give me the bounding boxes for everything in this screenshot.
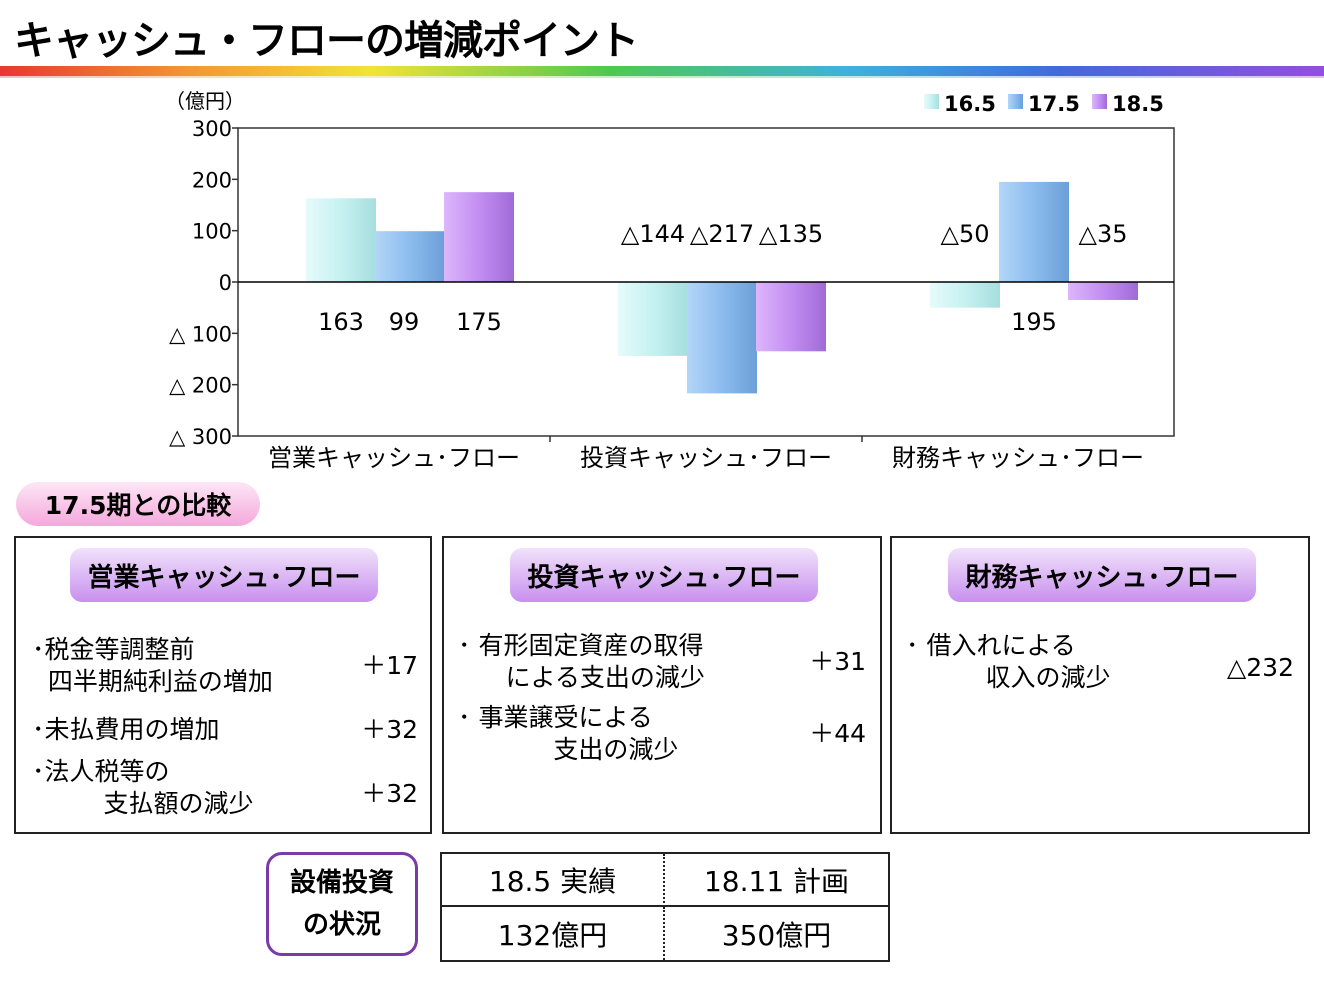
capex-header-actual: 18.5 実績 — [442, 854, 665, 907]
capex-table: 18.5 実績 18.11 計画 132億円 350億円 — [440, 852, 890, 962]
y-tick-label: △ 300 — [169, 425, 232, 449]
data-label: △217 — [690, 220, 754, 248]
investing-item-1: ･ 有形固定資産の取得 による支出の減少 — [458, 631, 705, 692]
data-label: 99 — [389, 308, 420, 336]
capex-value-plan: 350億円 — [721, 918, 832, 952]
operating-cf-box: 営業キャッシュ･フロー ･税金等調整前 四半期純利益の増加 ＋17 ･未払費用の… — [14, 536, 432, 834]
bar — [306, 198, 376, 282]
operating-item-2-value: ＋32 — [361, 715, 418, 744]
comparison-label: 17.5期との比較 — [16, 482, 260, 526]
operating-item-1-value: ＋17 — [361, 651, 418, 680]
operating-item-3: ･法人税等の 支払額の減少 — [32, 757, 254, 818]
operating-item-1: ･税金等調整前 四半期純利益の増加 — [32, 635, 273, 696]
title-rainbow-divider-soft — [0, 76, 1324, 78]
capex-label-line2: の状況 — [302, 910, 381, 940]
bar — [375, 231, 445, 282]
bar — [444, 192, 514, 282]
y-unit-label: （億円） — [165, 89, 245, 113]
bar — [756, 282, 826, 352]
financing-item-1-value: △232 — [1227, 653, 1294, 682]
bar — [930, 282, 1000, 308]
cash-flow-bar-chart: 300 200 100 0 △ 100 △ 200 △ 300 （億円） 163 99 175 営業キ… — [165, 89, 1175, 472]
page-title: キャッシュ・フローの増減ポイント — [14, 18, 639, 64]
x-category-label: 営業キャッシュ･フロー — [268, 444, 520, 472]
x-category-label: 財務キャッシュ･フロー — [892, 444, 1144, 472]
operating-item-3-value: ＋32 — [361, 779, 418, 808]
data-label: △50 — [941, 220, 990, 248]
legend-label: 17.5 — [1028, 92, 1080, 116]
legend-swatch — [1092, 94, 1107, 109]
data-label: △35 — [1079, 220, 1128, 248]
bar — [618, 282, 688, 356]
data-label: 163 — [318, 308, 364, 336]
financing-cf-box: 財務キャッシュ･フロー ･ 借入れによる 収入の減少 △232 — [890, 536, 1310, 834]
legend-swatch — [924, 94, 939, 109]
x-category-label: 投資キャッシュ･フロー — [580, 444, 832, 472]
legend-label: 18.5 — [1112, 92, 1164, 116]
investing-item-1-value: ＋31 — [809, 647, 866, 676]
financing-cf-title: 財務キャッシュ･フロー — [948, 548, 1256, 602]
y-tick-label: △ 100 — [169, 322, 232, 346]
y-tick-label: 200 — [192, 168, 232, 192]
title-rainbow-divider — [0, 66, 1324, 76]
data-label: △135 — [759, 220, 823, 248]
capex-label: 設備投資 の状況 — [266, 852, 418, 956]
data-label: △144 — [621, 220, 685, 248]
y-tick-label: 300 — [192, 117, 232, 141]
financing-item-1: ･ 借入れによる 収入の減少 — [906, 631, 1111, 692]
investing-cf-box: 投資キャッシュ･フロー ･ 有形固定資産の取得 による支出の減少 ＋31 ･ 事… — [442, 536, 882, 834]
operating-item-2: ･未払費用の増加 — [32, 715, 220, 744]
operating-cf-title: 営業キャッシュ･フロー — [70, 548, 378, 602]
investing-item-2-value: ＋44 — [809, 719, 866, 748]
capex-value-actual: 132億円 — [442, 907, 665, 960]
bar — [687, 282, 757, 394]
bar — [999, 181, 1069, 282]
capex-header-plan: 18.11 計画 — [665, 854, 888, 907]
legend-label: 16.5 — [944, 92, 996, 116]
y-tick-label: △ 200 — [169, 374, 232, 398]
investing-item-2: ･ 事業譲受による 支出の減少 — [458, 703, 679, 764]
data-label: 175 — [456, 308, 502, 336]
y-tick-label: 100 — [192, 220, 232, 244]
capex-label-line1: 設備投資 — [289, 868, 394, 898]
investing-cf-title: 投資キャッシュ･フロー — [510, 548, 818, 602]
data-label: 195 — [1011, 308, 1057, 336]
bar — [1068, 282, 1138, 300]
y-tick-label: 0 — [219, 271, 232, 295]
legend-swatch — [1008, 94, 1023, 109]
